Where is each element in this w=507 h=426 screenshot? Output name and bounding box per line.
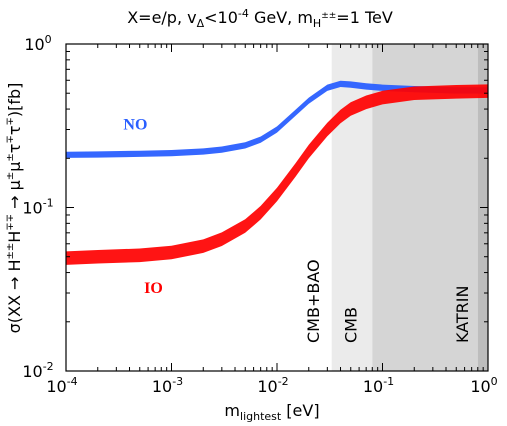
- y-axis-label: σ(XX → H±±H∓∓ → μ±μ±τ∓τ∓)[fb]: [5, 83, 24, 334]
- y-tick-label: 100: [24, 33, 51, 54]
- axis-ticks: 10-4 10-3 10-2 10-1 100 10-2 10-1 100: [22, 33, 497, 396]
- x-axis-label: mlightest [eV]: [224, 401, 319, 423]
- x-tick-label: 100: [470, 375, 497, 396]
- region-label-cmb: CMB: [342, 307, 361, 343]
- x-tick-label: 10-1: [363, 375, 394, 396]
- y-tick-label: 10-2: [22, 360, 53, 381]
- x-tick-label: 10-2: [257, 375, 288, 396]
- series-bands: [66, 80, 488, 265]
- x-tick-label: 10-4: [46, 375, 77, 396]
- series-label-io: IO: [144, 280, 163, 297]
- region-label-cmb-bao: CMB+BAO: [304, 259, 323, 343]
- chart-title: X=e/p, vΔ<10-4 GeV, mH±±=1 TeV: [127, 7, 393, 30]
- y-tick-label: 10-1: [22, 197, 53, 218]
- region-label-katrin: KATRIN: [453, 286, 472, 344]
- x-tick-label: 10-3: [152, 375, 183, 396]
- series-label-no: NO: [123, 116, 147, 133]
